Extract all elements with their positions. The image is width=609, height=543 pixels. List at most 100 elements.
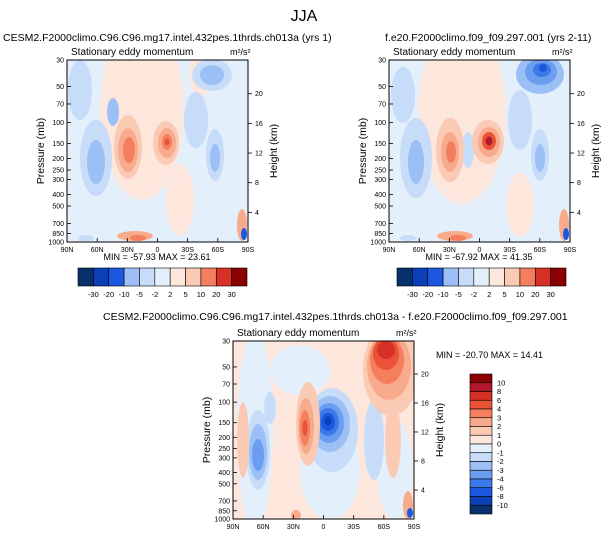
y-tick-label: 150 [374, 141, 386, 148]
colorbar-box [469, 452, 493, 462]
colorbar-box [469, 461, 493, 471]
colorbar-box [200, 267, 217, 287]
colorbar-label: 4 [497, 405, 501, 414]
y-tick-label: 200 [52, 156, 64, 163]
colorbar-label: 10 [197, 290, 205, 299]
colorbar-label: -2 [497, 457, 504, 466]
colorbar-box [77, 267, 94, 287]
x-tick-label: 30N [443, 247, 456, 254]
colorbar-box [469, 417, 493, 427]
colorbar-label: 2 [168, 290, 172, 299]
colorbar-box [469, 399, 493, 410]
colorbar-label: -10 [119, 290, 130, 299]
y-tick-right-label: 20 [577, 91, 585, 98]
panel-1-units: m²/s² [230, 47, 251, 57]
x-tick-label: 30S [503, 247, 516, 254]
y-tick-label: 100 [218, 400, 230, 407]
colorbar-box [469, 487, 493, 497]
y-tick-label: 500 [374, 204, 386, 211]
colorbar-box [123, 267, 140, 287]
x-tick-label: 90N [227, 524, 240, 531]
colorbar-label: 2 [487, 290, 491, 299]
y-tick-right-label: 4 [577, 210, 581, 217]
colorbar-box [396, 267, 413, 287]
panel-3-stats: MIN = -20.70 MAX = 14.41 [436, 350, 543, 360]
panel-2-field [389, 60, 570, 242]
colorbar-box [185, 267, 202, 287]
colorbar-label: -2 [151, 290, 158, 299]
colorbar-label: -10 [497, 501, 508, 510]
x-tick-label: 30N [287, 524, 300, 531]
y-tick-label: 500 [218, 481, 230, 488]
y-tick-right-label: 12 [255, 151, 263, 158]
y-tick-label: 300 [218, 455, 230, 462]
y-tick-label: 100 [374, 120, 386, 127]
x-tick-label: 60N [91, 247, 104, 254]
colorbar-label: 1 [497, 431, 501, 440]
colorbar-label: 30 [546, 290, 554, 299]
colorbar-label: -10 [438, 290, 449, 299]
colorbar-label: -20 [422, 290, 433, 299]
panel-2-ylabel: Pressure (mb) [357, 118, 369, 185]
colorbar-box [215, 267, 232, 287]
colorbar-box [504, 267, 521, 287]
panel-3-title: CESM2.F2000climo.C96.C96.mg17.intel.432p… [103, 311, 568, 323]
panel-1-stats: MIN = -57.93 MAX = 23.61 [103, 252, 210, 262]
y-tick-right-label: 8 [421, 458, 425, 465]
y-tick-label: 850 [374, 231, 386, 238]
panel-3-ylabel: Pressure (mb) [201, 397, 213, 464]
colorbar-label: 30 [227, 290, 235, 299]
colorbar-box [231, 267, 248, 287]
colorbar-box [139, 267, 156, 287]
colorbar-box [108, 267, 125, 287]
colorbar-label: 0 [497, 440, 501, 449]
colorbar-box [458, 267, 475, 287]
colorbar-label: 10 [516, 290, 524, 299]
y-tick-right-label: 16 [577, 121, 585, 128]
y-tick-right-label: 4 [255, 210, 259, 217]
colorbar-label: 20 [212, 290, 220, 299]
panel-2-title: f.e20.F2000climo.f09_f09.297.001 (yrs 2-… [385, 32, 591, 44]
colorbar-box [550, 267, 567, 287]
colorbar-label: -30 [407, 290, 418, 299]
y-tick-label: 150 [52, 141, 64, 148]
x-tick-label: 90S [408, 524, 421, 531]
y-tick-right-label: 8 [255, 180, 259, 187]
y-tick-label: 70 [378, 101, 386, 108]
y-tick-label: 250 [52, 168, 64, 175]
y-tick-label: 700 [52, 221, 64, 228]
colorbar-box [469, 373, 493, 384]
panel-2-stats: MIN = -67.92 MAX = 41.35 [425, 252, 532, 262]
colorbar-box [469, 434, 493, 445]
colorbar-box [412, 267, 429, 287]
y-tick-label: 50 [56, 84, 64, 91]
panel-3-field [233, 341, 414, 519]
x-tick-label: 90N [61, 247, 74, 254]
colorbar-box [519, 267, 536, 287]
figure-title: JJA [291, 8, 318, 25]
panel-2-ylabel-right: Height (km) [590, 124, 602, 178]
x-tick-label: 0 [478, 247, 482, 254]
colorbar-label: 10 [497, 378, 505, 387]
colorbar-box [473, 267, 490, 287]
colorbar-label: -5 [455, 290, 462, 299]
colorbar-label: -3 [497, 466, 504, 475]
panel-3-units: m²/s² [396, 328, 417, 338]
y-tick-right-label: 8 [577, 180, 581, 187]
y-tick-label: 70 [222, 382, 230, 389]
y-tick-label: 150 [218, 420, 230, 427]
colorbar-label: -2 [470, 290, 477, 299]
colorbar-box [469, 408, 493, 419]
y-tick-right-label: 16 [421, 400, 429, 407]
y-tick-label: 400 [218, 470, 230, 477]
colorbar-box [93, 267, 110, 287]
y-tick-label: 300 [374, 177, 386, 184]
panel-1-contours [68, 60, 247, 241]
y-tick-label: 30 [378, 58, 386, 65]
y-tick-label: 50 [222, 364, 230, 371]
colorbar-box [534, 267, 551, 287]
colorbar-label: -20 [103, 290, 114, 299]
colorbar-label: -4 [497, 475, 504, 484]
colorbar-box [469, 496, 493, 506]
x-tick-label: 60S [534, 247, 547, 254]
